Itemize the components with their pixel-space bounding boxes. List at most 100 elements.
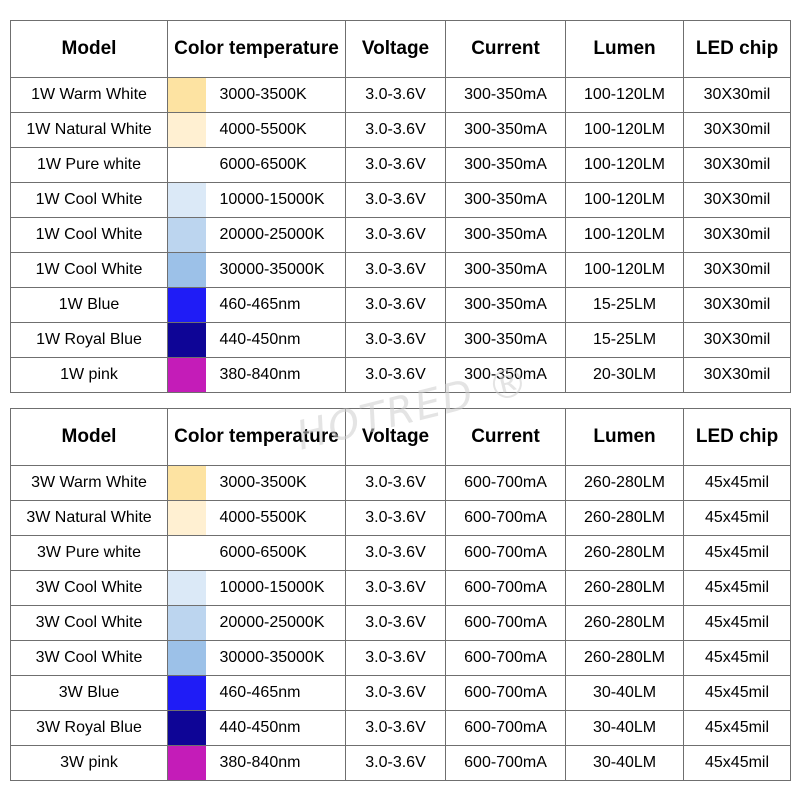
model-cell: 1W Natural White xyxy=(10,112,168,148)
lumen-cell: 30-40LM xyxy=(565,675,685,711)
model-cell: 3W Natural White xyxy=(10,500,168,536)
led-chip-cell: 30X30mil xyxy=(683,287,792,323)
table-row: 3W Cool White 20000-25000K 3.0-3.6V 600-700… xyxy=(10,605,792,641)
led-chip-cell: 45x45mil xyxy=(683,535,792,571)
header-lumen: Lumen xyxy=(565,408,685,466)
header-lumen: Lumen xyxy=(565,20,685,78)
lumen-cell: 100-120LM xyxy=(565,217,685,253)
led-spec-table-1w: Model Color temperature Voltage Current … xyxy=(10,20,792,393)
color-swatch xyxy=(168,466,206,500)
led-chip-cell: 30X30mil xyxy=(683,77,792,113)
voltage-cell: 3.0-3.6V xyxy=(345,147,447,183)
color-temperature-cell: 380-840nm xyxy=(205,357,347,393)
model-cell: 3W Warm White xyxy=(10,465,168,501)
color-swatch-cell xyxy=(167,287,206,323)
color-swatch xyxy=(168,288,206,322)
model-cell: 1W Cool White xyxy=(10,182,168,218)
color-swatch-cell xyxy=(167,745,206,781)
table-row: 3W Warm White 3000-3500K 3.0-3.6V 600-700mA… xyxy=(10,465,792,501)
color-temperature-cell: 380-840nm xyxy=(205,745,347,781)
color-swatch xyxy=(168,78,206,112)
color-swatch-cell xyxy=(167,605,206,641)
current-cell: 300-350mA xyxy=(445,322,567,358)
header-voltage: Voltage xyxy=(345,408,447,466)
led-chip-cell: 45x45mil xyxy=(683,500,792,536)
current-cell: 300-350mA xyxy=(445,357,567,393)
led-chip-cell: 30X30mil xyxy=(683,322,792,358)
current-cell: 600-700mA xyxy=(445,675,567,711)
model-cell: 3W Cool White xyxy=(10,570,168,606)
lumen-cell: 260-280LM xyxy=(565,640,685,676)
color-swatch-cell xyxy=(167,112,206,148)
led-chip-cell: 45x45mil xyxy=(683,605,792,641)
current-cell: 300-350mA xyxy=(445,182,567,218)
voltage-cell: 3.0-3.6V xyxy=(345,77,447,113)
led-chip-cell: 45x45mil xyxy=(683,710,792,746)
led-chip-cell: 30X30mil xyxy=(683,147,792,183)
lumen-cell: 260-280LM xyxy=(565,570,685,606)
table-row: 3W Pure white 6000-6500K 3.0-3.6V 600-700mA… xyxy=(10,535,792,571)
table-header-row: Model Color temperature Voltage Current … xyxy=(10,408,792,466)
color-swatch-cell xyxy=(167,147,206,183)
voltage-cell: 3.0-3.6V xyxy=(345,252,447,288)
table-row: 1W Blue 460-465nm 3.0-3.6V 300-350mA 15-25LM… xyxy=(10,287,792,323)
model-cell: 1W Blue xyxy=(10,287,168,323)
lumen-cell: 100-120LM xyxy=(565,147,685,183)
current-cell: 600-700mA xyxy=(445,745,567,781)
voltage-cell: 3.0-3.6V xyxy=(345,465,447,501)
color-swatch xyxy=(168,323,206,357)
led-spec-table-3w: Model Color temperature Voltage Current … xyxy=(10,408,792,781)
lumen-cell: 100-120LM xyxy=(565,182,685,218)
color-swatch xyxy=(168,676,206,710)
color-swatch xyxy=(168,218,206,252)
current-cell: 600-700mA xyxy=(445,710,567,746)
color-temperature-cell: 460-465nm xyxy=(205,675,347,711)
color-temperature-cell: 6000-6500K xyxy=(205,147,347,183)
table-row: 1W Cool White 10000-15000K 3.0-3.6V 300-350… xyxy=(10,182,792,218)
color-swatch xyxy=(168,358,206,392)
current-cell: 600-700mA xyxy=(445,605,567,641)
model-cell: 3W Blue xyxy=(10,675,168,711)
color-swatch-cell xyxy=(167,465,206,501)
led-chip-cell: 45x45mil xyxy=(683,570,792,606)
current-cell: 600-700mA xyxy=(445,640,567,676)
current-cell: 600-700mA xyxy=(445,570,567,606)
table-row: 1W Natural White 4000-5500K 3.0-3.6V 300-35… xyxy=(10,112,792,148)
header-led-chip: LED chip xyxy=(683,408,792,466)
voltage-cell: 3.0-3.6V xyxy=(345,287,447,323)
model-cell: 3W Cool White xyxy=(10,640,168,676)
table-row: 1W Warm White 3000-3500K 3.0-3.6V 300-350mA… xyxy=(10,77,792,113)
led-chip-cell: 45x45mil xyxy=(683,465,792,501)
color-swatch xyxy=(168,641,206,675)
model-cell: 3W pink xyxy=(10,745,168,781)
table-row: 1W Royal Blue 440-450nm 3.0-3.6V 300-350mA 1… xyxy=(10,322,792,358)
color-swatch xyxy=(168,571,206,605)
model-cell: 3W Pure white xyxy=(10,535,168,571)
lumen-cell: 100-120LM xyxy=(565,112,685,148)
color-temperature-cell: 10000-15000K xyxy=(205,570,347,606)
led-chip-cell: 30X30mil xyxy=(683,217,792,253)
lumen-cell: 15-25LM xyxy=(565,287,685,323)
voltage-cell: 3.0-3.6V xyxy=(345,710,447,746)
lumen-cell: 260-280LM xyxy=(565,605,685,641)
color-swatch-cell xyxy=(167,535,206,571)
voltage-cell: 3.0-3.6V xyxy=(345,745,447,781)
table-header-row: Model Color temperature Voltage Current … xyxy=(10,20,792,78)
current-cell: 600-700mA xyxy=(445,535,567,571)
lumen-cell: 100-120LM xyxy=(565,77,685,113)
lumen-cell: 260-280LM xyxy=(565,465,685,501)
led-chip-cell: 30X30mil xyxy=(683,252,792,288)
table-row: 3W Natural White 4000-5500K 3.0-3.6V 600-70… xyxy=(10,500,792,536)
header-color-temperature: Color temperature xyxy=(166,20,347,78)
color-swatch-cell xyxy=(167,675,206,711)
color-temperature-cell: 440-450nm xyxy=(205,710,347,746)
led-chip-cell: 30X30mil xyxy=(683,182,792,218)
color-swatch-cell xyxy=(167,77,206,113)
color-temperature-cell: 4000-5500K xyxy=(205,500,347,536)
lumen-cell: 260-280LM xyxy=(565,535,685,571)
led-chip-cell: 45x45mil xyxy=(683,640,792,676)
current-cell: 600-700mA xyxy=(445,500,567,536)
color-temperature-cell: 3000-3500K xyxy=(205,77,347,113)
color-swatch xyxy=(168,536,206,570)
color-temperature-cell: 30000-35000K xyxy=(205,252,347,288)
